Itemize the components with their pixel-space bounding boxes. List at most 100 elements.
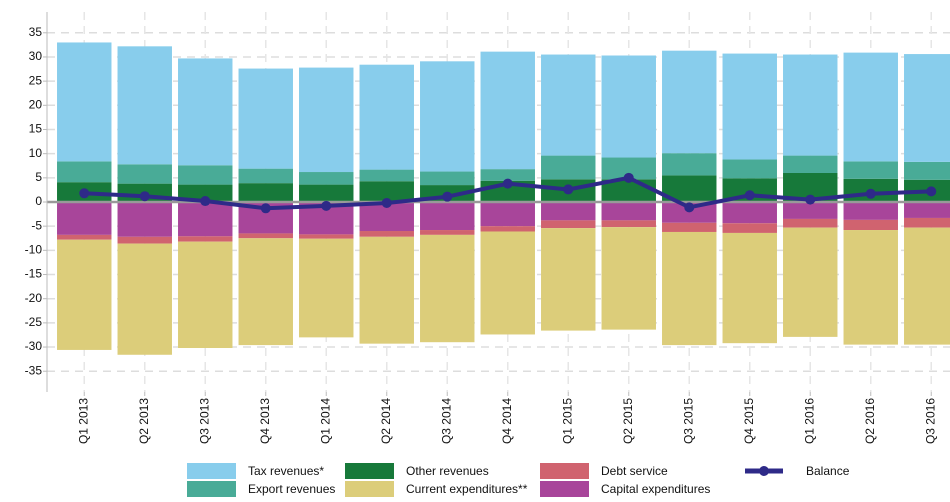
legend-swatch [345, 463, 394, 479]
x-tick-label: Q3 2013 [197, 398, 211, 444]
bar-segment [601, 220, 656, 228]
balance-point [79, 188, 90, 199]
bar-segment [722, 223, 777, 233]
x-tick-label: Q1 2013 [76, 398, 90, 444]
balance-point [442, 191, 453, 202]
legend-swatch [345, 481, 394, 497]
y-tick-label: -25 [25, 315, 43, 329]
bar-segment [480, 231, 535, 335]
x-tick-label: Q2 2013 [137, 398, 151, 444]
balance-point [805, 194, 816, 205]
balance-point [139, 191, 150, 202]
bar-segment [238, 68, 293, 169]
legend-label: Capital expenditures [601, 482, 710, 496]
balance-point [563, 184, 574, 195]
bar-segment [420, 230, 475, 235]
bar-segment [601, 55, 656, 158]
x-tick-label: Q2 2014 [379, 398, 393, 444]
balance-point [744, 190, 755, 201]
bar-segment [178, 236, 233, 242]
balance-point [865, 188, 876, 199]
bar-segment [420, 234, 475, 343]
bar-segment [480, 51, 535, 170]
x-tick-label: Q3 2014 [439, 398, 453, 444]
legend-label: Other revenues [406, 464, 489, 478]
bar-segment [843, 161, 898, 179]
bar-segment [904, 202, 950, 218]
x-tick-label: Q4 2015 [742, 398, 756, 444]
bar-segment [662, 202, 717, 223]
bar-segment [178, 241, 233, 349]
bar-segment [420, 171, 475, 186]
bar-segment [359, 169, 414, 182]
bar-segment [904, 217, 950, 228]
bar-segment [480, 226, 535, 232]
balance-point [260, 203, 271, 214]
y-tick-label: 30 [29, 49, 43, 63]
balance-point [684, 202, 695, 213]
y-tick-label: -15 [25, 267, 43, 281]
balance-point [381, 197, 392, 208]
bar-segment [541, 54, 596, 156]
x-tick-label: Q3 2016 [923, 398, 937, 444]
x-tick-label: Q1 2014 [318, 398, 332, 444]
bar-segment [117, 46, 172, 165]
bar-segment [57, 202, 112, 235]
bar-segment [843, 230, 898, 345]
bar-segment [904, 54, 950, 162]
bar-segment [783, 202, 838, 219]
bar-segment [178, 165, 233, 185]
balance-point [926, 186, 937, 197]
bar-segment [480, 202, 535, 227]
legend-label: Tax revenues* [248, 464, 324, 478]
legend-label: Current expenditures** [406, 482, 528, 496]
bar-segment [722, 159, 777, 179]
bar-segment [299, 234, 354, 239]
bar-segment [904, 161, 950, 180]
balance-point [502, 178, 513, 189]
x-tick-label: Q1 2015 [560, 398, 574, 444]
y-tick-label: -10 [25, 243, 43, 257]
legend-swatch [187, 463, 236, 479]
balance-point [623, 172, 634, 183]
x-tick-label: Q1 2016 [802, 398, 816, 444]
legend-swatch [187, 481, 236, 497]
legend-swatch [540, 481, 589, 497]
y-tick-label: 5 [35, 170, 42, 184]
bar-segment [57, 42, 112, 162]
y-tick-label: -20 [25, 291, 43, 305]
bar-segment [420, 202, 475, 231]
balance-point [321, 200, 332, 211]
bar-segment [238, 183, 293, 202]
y-tick-label: 25 [29, 73, 43, 87]
bar-segment [57, 239, 112, 350]
bar-segment [178, 58, 233, 166]
x-tick-label: Q4 2014 [500, 398, 514, 444]
bar-segment [178, 202, 233, 237]
bar-segment [541, 155, 596, 180]
bar-segment [904, 227, 950, 345]
bar-segment [783, 54, 838, 156]
legend-label: Debt service [601, 464, 668, 478]
x-tick-label: Q2 2016 [863, 398, 877, 444]
x-tick-label: Q4 2013 [258, 398, 272, 444]
bar-segment [299, 238, 354, 338]
bar-segment [238, 168, 293, 184]
bar-segment [117, 236, 172, 244]
bar-segment [722, 232, 777, 344]
balance-point [200, 196, 211, 207]
y-tick-label: 15 [29, 122, 43, 136]
bar-segment [541, 202, 596, 221]
bar-segment [420, 61, 475, 172]
bar-segment [359, 231, 414, 237]
bar-segment [359, 64, 414, 170]
bar-segment [299, 184, 354, 202]
legend-label: Balance [806, 464, 850, 478]
bar-segment [480, 169, 535, 181]
bar-segment [601, 157, 656, 180]
bar-segment [238, 238, 293, 346]
bar-segment [662, 153, 717, 176]
bar-segment [117, 202, 172, 237]
bar-segment [601, 227, 656, 330]
